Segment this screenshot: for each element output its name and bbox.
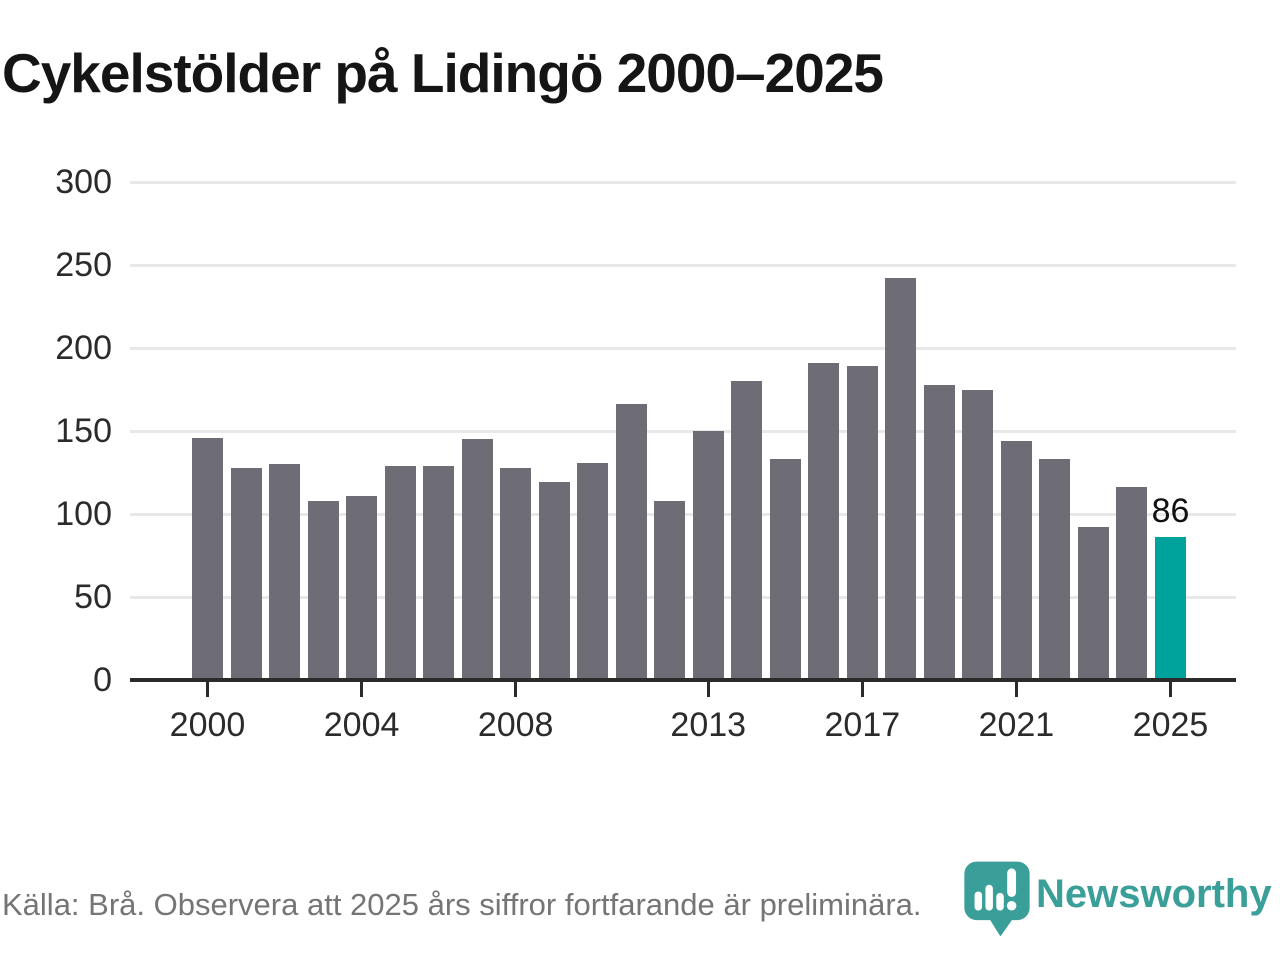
x-tick-label-2025: 2025 bbox=[1132, 706, 1209, 744]
x-axis-line bbox=[130, 678, 1236, 682]
y-tick-label-300: 300 bbox=[55, 163, 112, 201]
bar-2014 bbox=[731, 381, 763, 680]
y-tick-label-200: 200 bbox=[55, 329, 112, 367]
x-tick-2008 bbox=[514, 682, 518, 697]
bar-2005 bbox=[384, 465, 416, 680]
x-tick-2017 bbox=[860, 682, 864, 697]
x-tick-label-2008: 2008 bbox=[477, 706, 554, 744]
bar-2018 bbox=[885, 278, 917, 680]
bar-2016 bbox=[808, 362, 840, 680]
newsworthy-wordmark: Newsworthy bbox=[1036, 872, 1272, 916]
y-tick-label-150: 150 bbox=[55, 412, 112, 450]
bar-2019 bbox=[923, 384, 955, 680]
bar-2009 bbox=[538, 482, 570, 680]
x-tick-label-2021: 2021 bbox=[978, 706, 1055, 744]
x-tick-label-2017: 2017 bbox=[824, 706, 901, 744]
x-tick-label-2004: 2004 bbox=[323, 706, 400, 744]
bar-2008 bbox=[500, 467, 532, 680]
x-tick-label-2013: 2013 bbox=[670, 706, 747, 744]
bar-2021 bbox=[1000, 440, 1032, 680]
bar-2024 bbox=[1116, 487, 1148, 680]
bar-2022 bbox=[1039, 459, 1071, 680]
y-tick-label-100: 100 bbox=[55, 495, 112, 533]
newsworthy-pin-barchart-icon bbox=[964, 861, 1030, 937]
bar-2011 bbox=[615, 404, 647, 680]
bar-2010 bbox=[577, 462, 609, 680]
bar-2007 bbox=[461, 439, 493, 680]
bar-2003 bbox=[307, 500, 339, 680]
bar-2000 bbox=[192, 437, 223, 680]
plot-area bbox=[130, 180, 1236, 680]
gridline-200 bbox=[130, 346, 1236, 350]
y-axis-labels: 0 50 100 150 200 250 300 bbox=[0, 163, 112, 699]
y-tick-label-250: 250 bbox=[55, 246, 112, 284]
x-tick-2021 bbox=[1014, 682, 1018, 697]
y-tick-label-0: 0 bbox=[93, 661, 112, 699]
bar-2013 bbox=[692, 431, 724, 680]
bar-2023 bbox=[1077, 527, 1109, 680]
bar-2004 bbox=[346, 495, 378, 680]
chart-title: Cykelstölder på Lidingö 2000–2025 bbox=[2, 42, 884, 104]
gridline-300 bbox=[130, 180, 1236, 184]
bar-2025 bbox=[1155, 537, 1186, 680]
bar-2006 bbox=[423, 465, 455, 680]
bar-2001 bbox=[230, 467, 262, 680]
source-note: Källa: Brå. Observera att 2025 års siffr… bbox=[2, 887, 922, 922]
bar-2002 bbox=[269, 464, 301, 680]
y-tick-label-50: 50 bbox=[74, 578, 112, 616]
gridline-150 bbox=[130, 429, 1236, 433]
bar-2017 bbox=[846, 366, 878, 680]
value-label-2025: 86 bbox=[1151, 492, 1190, 531]
bar-2012 bbox=[654, 500, 686, 680]
bar-2015 bbox=[769, 459, 801, 680]
x-tick-2013 bbox=[706, 682, 710, 697]
x-tick-label-2000: 2000 bbox=[169, 706, 246, 744]
x-tick-2000 bbox=[206, 682, 209, 697]
bar-2020 bbox=[962, 389, 994, 680]
x-tick-2004 bbox=[360, 682, 364, 697]
x-tick-2025 bbox=[1169, 682, 1172, 697]
gridline-250 bbox=[130, 263, 1236, 267]
newsworthy-logo: Newsworthy bbox=[963, 858, 1275, 938]
